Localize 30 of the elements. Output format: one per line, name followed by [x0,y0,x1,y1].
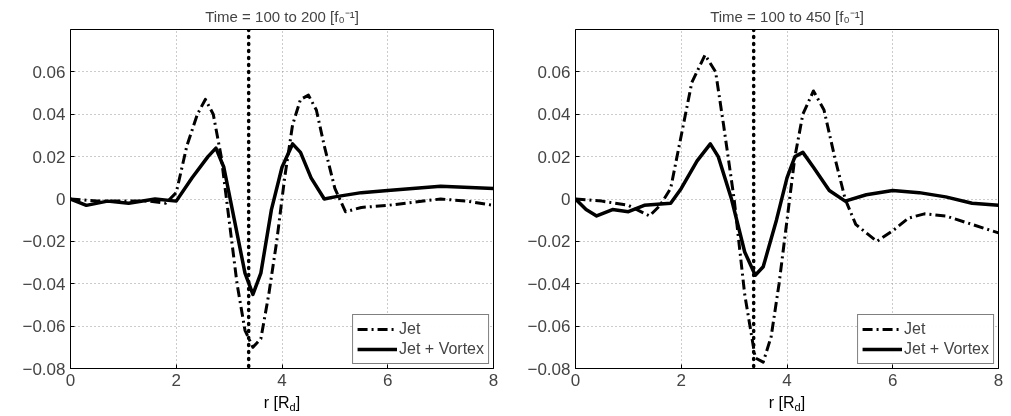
x-tick-label: 4 [277,370,287,390]
y-tick-label: −0.04 [22,274,66,294]
y-tick-label: 0.06 [537,62,571,82]
x-tick-label: 2 [676,370,686,390]
x-tick-label: 4 [782,370,792,390]
chart-title: Time = 100 to 200 [f₀⁻¹] [205,7,359,25]
y-tick-label: 0 [56,190,66,209]
y-tick-label: 0.02 [32,147,66,167]
y-tick-label: −0.06 [527,317,571,337]
x-tick-label: 8 [993,370,1004,390]
y-tick-label: 0.06 [32,62,66,82]
y-tick-label: −0.02 [22,232,66,252]
x-tick-label: 6 [383,370,393,390]
legend-label: Jet + Vortex [904,340,989,358]
legend-label: Jet + Vortex [399,340,484,358]
y-tick-label: −0.02 [527,232,571,252]
y-tick-label: 0.04 [32,105,66,125]
legend-label: Jet [904,320,926,338]
y-tick-label: −0.04 [527,274,571,294]
x-tick-label: 8 [488,370,499,390]
y-tick-label: 0 [561,190,571,209]
y-tick-label: −0.08 [527,359,571,379]
legend-label: Jet [399,320,421,338]
y-tick-label: 0.04 [537,105,571,125]
y-tick-label: 0.02 [537,147,571,167]
y-tick-label: −0.08 [22,359,66,379]
chart-title: Time = 100 to 450 [f₀⁻¹] [710,7,864,25]
y-tick-label: −0.06 [22,317,66,337]
x-tick-label: 6 [888,370,898,390]
x-tick-label: 2 [171,370,181,390]
